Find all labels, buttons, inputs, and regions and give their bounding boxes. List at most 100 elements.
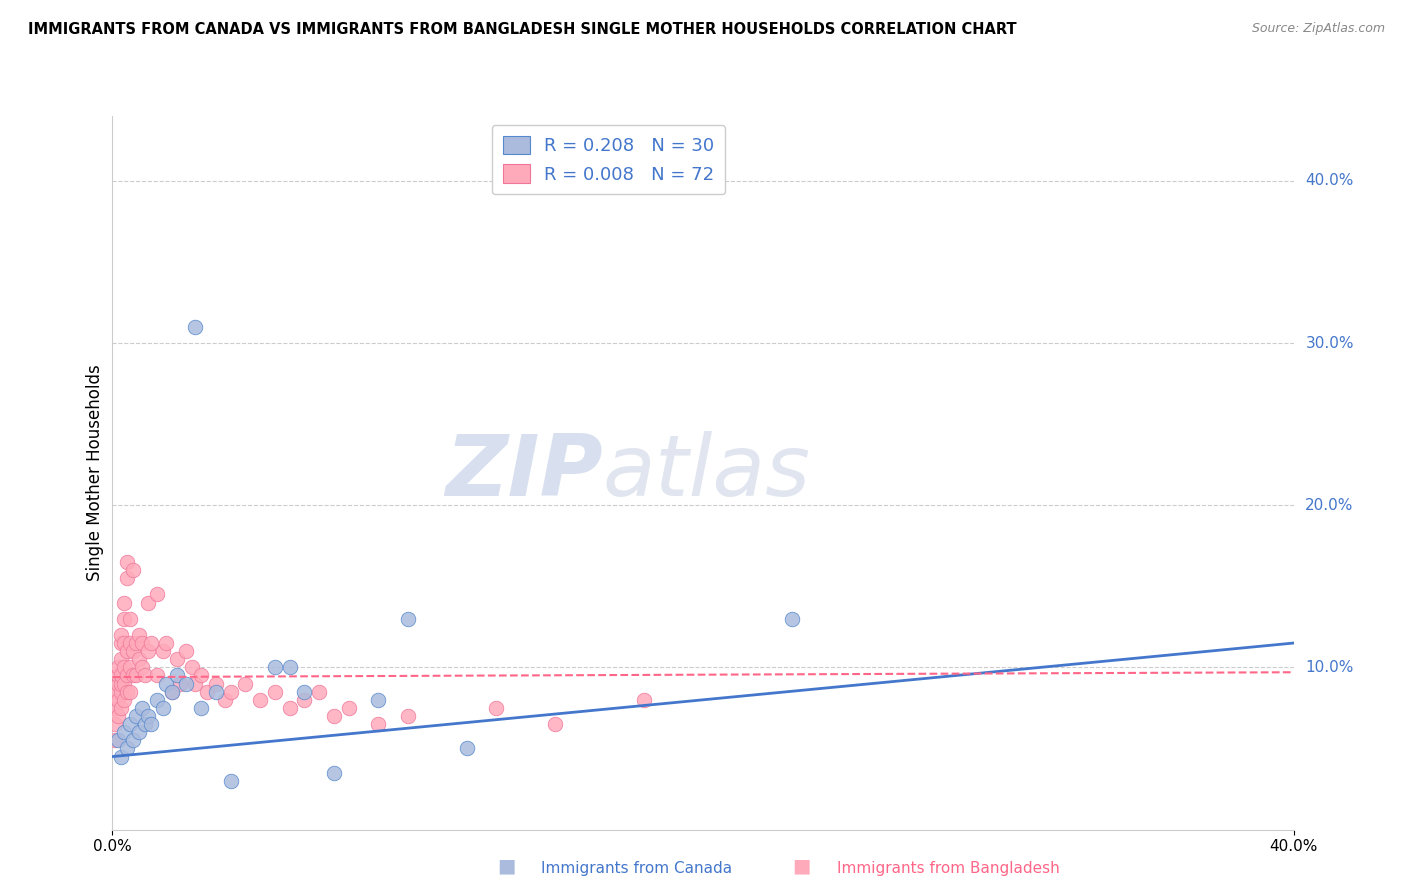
Text: Immigrants from Bangladesh: Immigrants from Bangladesh [837, 861, 1059, 876]
Point [117, 644, 138, 658]
Point [110, 701, 132, 715]
Point [181, 660, 204, 674]
Point [112, 725, 135, 739]
Point [146, 693, 169, 707]
Point [104, 701, 127, 715]
Point [107, 660, 129, 674]
Point [160, 684, 183, 698]
Point [219, 684, 242, 698]
Point [112, 595, 135, 609]
Point [134, 668, 156, 682]
Text: 10.0%: 10.0% [1305, 660, 1354, 675]
Point [136, 709, 159, 723]
Point [184, 676, 207, 690]
Point [367, 717, 389, 731]
Point [292, 693, 315, 707]
Point [120, 612, 142, 626]
Text: ■: ■ [792, 857, 811, 876]
Text: Immigrants from Canada: Immigrants from Canada [541, 861, 733, 876]
Point [110, 636, 132, 650]
Point [485, 701, 508, 715]
Legend: R = 0.208   N = 30, R = 0.008   N = 72: R = 0.208 N = 30, R = 0.008 N = 72 [492, 125, 725, 194]
Point [120, 717, 142, 731]
Point [544, 717, 567, 731]
Point [264, 684, 287, 698]
Point [152, 644, 174, 658]
Point [146, 668, 169, 682]
Point [107, 733, 129, 747]
Point [190, 668, 212, 682]
Point [169, 676, 191, 690]
Point [117, 571, 138, 585]
Point [323, 765, 346, 780]
Point [122, 644, 145, 658]
Point [128, 628, 150, 642]
Point [112, 636, 135, 650]
Point [131, 701, 153, 715]
Point [205, 676, 228, 690]
Point [166, 652, 188, 666]
Point [131, 660, 153, 674]
Point [120, 660, 142, 674]
Point [117, 741, 138, 756]
Point [160, 684, 183, 698]
Point [125, 636, 148, 650]
Point [323, 709, 346, 723]
Point [308, 684, 330, 698]
Point [139, 636, 162, 650]
Point [110, 668, 132, 682]
Point [184, 319, 207, 334]
Point [125, 668, 148, 682]
Text: 30.0%: 30.0% [1305, 335, 1354, 351]
Point [104, 717, 127, 731]
Text: ■: ■ [496, 857, 516, 876]
Point [337, 701, 360, 715]
Point [128, 652, 150, 666]
Point [112, 693, 135, 707]
Y-axis label: Single Mother Households: Single Mother Households [86, 365, 104, 581]
Point [107, 668, 129, 682]
Point [155, 636, 177, 650]
Point [214, 693, 236, 707]
Point [117, 684, 138, 698]
Point [117, 555, 138, 569]
Point [131, 636, 153, 650]
Point [107, 693, 129, 707]
Text: atlas: atlas [603, 431, 811, 515]
Point [174, 644, 197, 658]
Text: IMMIGRANTS FROM CANADA VS IMMIGRANTS FROM BANGLADESH SINGLE MOTHER HOUSEHOLDS CO: IMMIGRANTS FROM CANADA VS IMMIGRANTS FRO… [28, 22, 1017, 37]
Point [233, 676, 256, 690]
Point [174, 676, 197, 690]
Point [107, 709, 129, 723]
Point [456, 741, 478, 756]
Point [112, 612, 135, 626]
Point [136, 595, 159, 609]
Point [120, 684, 142, 698]
Point [396, 709, 419, 723]
Point [104, 733, 127, 747]
Point [166, 668, 188, 682]
Point [112, 660, 135, 674]
Point [264, 660, 287, 674]
Point [633, 693, 655, 707]
Point [190, 701, 212, 715]
Text: ZIP: ZIP [444, 431, 603, 515]
Point [122, 563, 145, 577]
Point [107, 676, 129, 690]
Point [110, 684, 132, 698]
Point [136, 644, 159, 658]
Point [125, 709, 148, 723]
Point [205, 684, 228, 698]
Point [104, 684, 127, 698]
Point [110, 749, 132, 764]
Point [292, 684, 315, 698]
Text: 20.0%: 20.0% [1305, 498, 1354, 513]
Point [249, 693, 271, 707]
Point [780, 612, 803, 626]
Point [219, 773, 242, 788]
Point [152, 701, 174, 715]
Point [110, 628, 132, 642]
Point [278, 660, 301, 674]
Point [195, 684, 218, 698]
Point [155, 676, 177, 690]
